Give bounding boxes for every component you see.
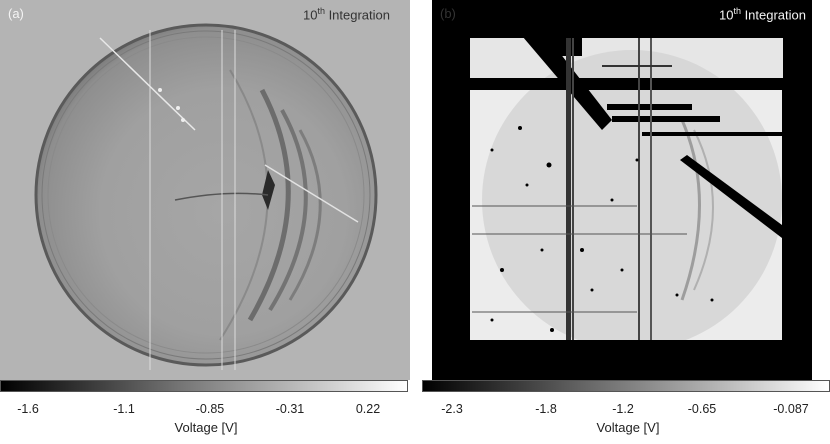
colorbar-b-label: Voltage [V] (596, 420, 660, 435)
panel-a: (a) 10th Integration (0, 0, 410, 380)
colorbar-b-tick: -1.2 (612, 402, 634, 416)
colorbar-b-tick: -0.087 (773, 402, 809, 416)
colorbar-a-tick: -1.1 (113, 402, 135, 416)
detector-image-a (0, 0, 410, 380)
panel-b-title-sup: th (733, 6, 741, 16)
colorbar-a-label: Voltage [V] (174, 420, 238, 435)
panel-a-title: 10th Integration (303, 6, 390, 22)
colorbar-a-tick: -0.31 (275, 402, 305, 416)
colorbar-b-tick: -2.3 (441, 402, 463, 416)
panel-a-title-base: 10 (302, 7, 318, 23)
panel-b-title-rest: Integration (740, 7, 806, 23)
panel-b-title: 10th Integration (719, 6, 806, 22)
panel-a-title-sup: th (317, 6, 325, 16)
colorbar-a-tick: -0.85 (195, 402, 225, 416)
detector-image-b (432, 0, 812, 380)
panel-b-title-base: 10 (718, 7, 734, 23)
panel-b: (b) 10th Integration (432, 0, 812, 380)
panel-a-title-rest: Integration (324, 7, 390, 23)
colorbar-b-tick: -1.8 (535, 402, 557, 416)
colorbar-a (0, 380, 408, 392)
colorbar-a-tick: -1.6 (17, 402, 39, 416)
panel-a-label: (a) (8, 6, 24, 21)
colorbar-a-tick: 0.22 (355, 402, 381, 416)
panel-b-label: (b) (440, 6, 456, 21)
colorbar-b (422, 380, 830, 392)
colorbar-b-tick: -0.65 (687, 402, 717, 416)
